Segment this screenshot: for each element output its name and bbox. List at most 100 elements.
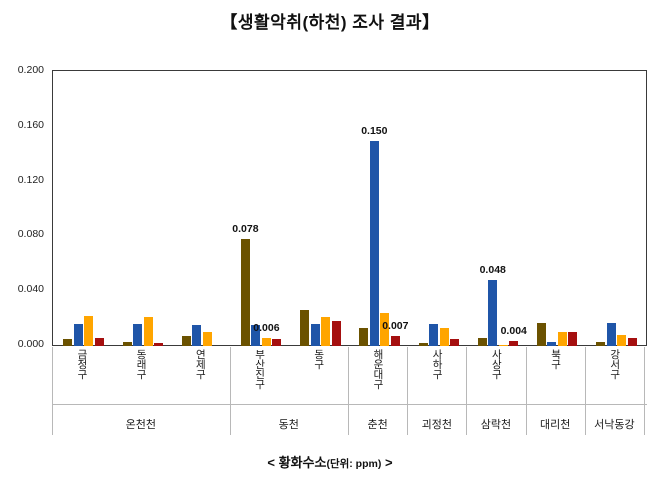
category-tick-강서구: 강서구 xyxy=(585,347,644,405)
category-label: 사상구 xyxy=(490,349,503,379)
y-tick-label: 0.080 xyxy=(17,228,44,241)
axis-separator xyxy=(466,405,468,435)
y-tick-label: 0.000 xyxy=(17,338,44,350)
bar[interactable] xyxy=(439,328,449,346)
x-axis-title-close: > xyxy=(384,455,393,470)
bar[interactable] xyxy=(509,340,519,346)
group-label-cell: 서낙동강 xyxy=(585,405,644,443)
bar-value-label: 0.007 xyxy=(382,320,409,333)
bar[interactable] xyxy=(568,332,578,346)
group-label-cell: 동천 xyxy=(230,405,348,443)
bar[interactable] xyxy=(380,313,390,346)
bar[interactable] xyxy=(202,332,212,346)
group-label-cell: 온천천 xyxy=(52,405,230,443)
bar[interactable] xyxy=(63,339,73,346)
bar[interactable] xyxy=(498,344,508,346)
bar[interactable] xyxy=(606,322,616,346)
bar[interactable] xyxy=(251,325,261,346)
page-title: 【생활악취(하천) 조사 결과】 xyxy=(220,13,440,32)
group-label: 괴정천 xyxy=(421,419,452,431)
bar-value-label: 0.004 xyxy=(500,324,527,337)
bar[interactable] xyxy=(133,324,143,346)
bar[interactable] xyxy=(181,336,191,346)
bar[interactable] xyxy=(143,317,153,346)
bar[interactable] xyxy=(429,324,439,346)
category-label: 북구 xyxy=(549,349,562,369)
category-tick-해운대구: 해운대구 xyxy=(348,347,407,405)
bar[interactable] xyxy=(240,239,250,346)
group-label: 온천천 xyxy=(125,419,156,431)
bar[interactable] xyxy=(73,324,83,346)
bars-layer: 0.078 0.006 0.150 0.007 0.048 0.004 xyxy=(54,72,646,346)
bar-cluster: 0.048 0.004 xyxy=(468,72,527,346)
category-label: 강서구 xyxy=(608,349,621,379)
bar[interactable] xyxy=(418,343,428,346)
bar-cluster xyxy=(291,72,350,346)
axis-separator xyxy=(52,405,53,435)
axis-separator xyxy=(348,347,349,405)
bar-value-label: 0.078 xyxy=(232,223,259,236)
bar[interactable] xyxy=(192,325,202,346)
y-axis: 0.000 0.040 0.080 0.120 0.160 0.200 xyxy=(0,64,50,350)
x-axis-title-unit: (단위: ppm) xyxy=(326,458,382,470)
bar-cluster xyxy=(409,72,468,346)
bar[interactable] xyxy=(596,341,606,346)
group-label-cell: 삼락천 xyxy=(466,405,525,443)
category-label: 부산진구 xyxy=(253,349,266,389)
bar[interactable] xyxy=(154,343,164,346)
bar[interactable] xyxy=(557,332,567,346)
bar[interactable] xyxy=(450,339,460,346)
y-tick-label: 0.040 xyxy=(17,283,44,296)
bar[interactable] xyxy=(261,337,271,346)
axis-separator xyxy=(52,347,53,405)
bar[interactable] xyxy=(321,317,331,346)
category-label: 동래구 xyxy=(135,349,148,379)
bar[interactable] xyxy=(547,341,557,346)
axis-separator xyxy=(407,347,409,405)
bar[interactable] xyxy=(617,335,627,346)
bar[interactable] xyxy=(122,341,132,346)
group-label: 춘천 xyxy=(367,419,388,431)
bar[interactable] xyxy=(300,310,310,346)
y-tick-label: 0.200 xyxy=(17,64,44,76)
bar-cluster xyxy=(587,72,646,346)
bar[interactable] xyxy=(359,328,369,346)
bar[interactable] xyxy=(369,140,379,346)
category-tick-동래구: 동래구 xyxy=(111,347,170,405)
axis-separator xyxy=(525,405,527,435)
axis-separator xyxy=(644,405,645,435)
bar-cluster xyxy=(172,72,231,346)
category-label: 해운대구 xyxy=(371,349,384,389)
axis-separator xyxy=(229,405,231,435)
axis-separator xyxy=(229,347,231,405)
category-axis: 금정구 동래구 연제구 부산진구 동구 해운대구 사하구 사상구 북구 강서구 xyxy=(52,347,647,405)
bar-cluster xyxy=(54,72,113,346)
bar[interactable] xyxy=(331,321,341,346)
axis-separator xyxy=(644,347,645,405)
axis-separator xyxy=(584,405,586,435)
group-label: 동천 xyxy=(278,419,299,431)
category-tick-연제구: 연제구 xyxy=(170,347,229,405)
bar[interactable] xyxy=(536,322,546,346)
category-tick-사하구: 사하구 xyxy=(407,347,466,405)
bar[interactable] xyxy=(390,336,400,346)
bar[interactable] xyxy=(488,280,498,346)
group-label: 대리천 xyxy=(540,419,571,431)
category-label: 연제구 xyxy=(194,349,207,379)
bar[interactable] xyxy=(272,339,282,346)
bar[interactable] xyxy=(477,337,487,346)
group-label-cell: 대리천 xyxy=(526,405,585,443)
category-tick-부산진구: 부산진구 xyxy=(230,347,289,405)
axis-separator xyxy=(525,347,527,405)
group-label: 삼락천 xyxy=(480,419,512,431)
bar-cluster xyxy=(528,72,587,346)
category-tick-동구: 동구 xyxy=(289,347,348,405)
bar[interactable] xyxy=(310,324,320,346)
bar[interactable] xyxy=(84,315,94,346)
bar-cluster xyxy=(113,72,172,346)
category-label: 동구 xyxy=(312,349,325,369)
bar[interactable] xyxy=(94,337,104,346)
bar[interactable] xyxy=(627,337,637,346)
category-tick-북구: 북구 xyxy=(526,347,585,405)
group-label-cell: 춘천 xyxy=(348,405,407,443)
